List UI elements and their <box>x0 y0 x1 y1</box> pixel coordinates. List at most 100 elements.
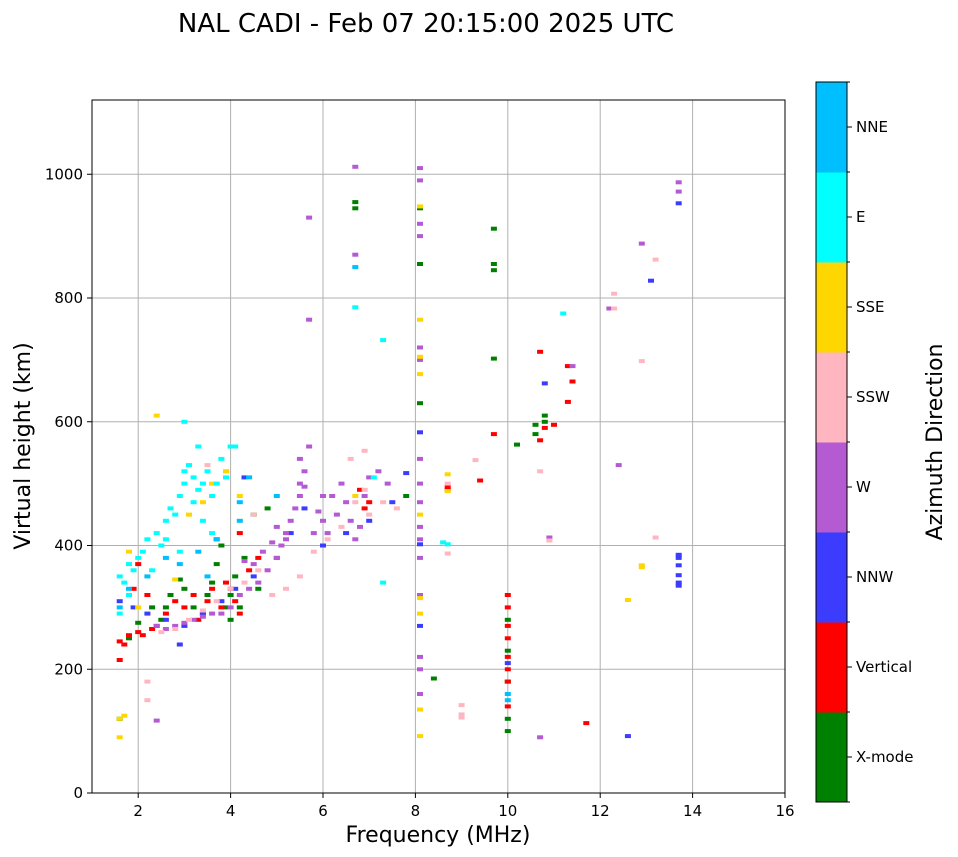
data-point-vertical <box>236 531 243 536</box>
data-point-ssw <box>324 537 331 542</box>
data-point-vertical <box>504 704 511 709</box>
colorbar-segment-w <box>816 442 847 533</box>
data-point-x-mode <box>504 716 511 721</box>
colorbar-label: Azimuth Direction <box>923 343 948 540</box>
data-point-e <box>440 540 447 545</box>
data-point-w <box>153 718 160 723</box>
data-point-ssw <box>652 257 659 262</box>
data-point-nne <box>246 475 253 480</box>
data-point-vertical <box>236 611 243 616</box>
data-point-sse <box>417 204 423 209</box>
data-point-e <box>176 494 183 498</box>
data-point-e <box>190 500 197 505</box>
data-point-nnw <box>181 623 188 628</box>
data-point-w <box>352 252 359 257</box>
data-point-vertical <box>504 636 511 641</box>
data-point-e <box>186 463 192 468</box>
data-point-ssw <box>310 549 317 554</box>
colorbar-tick-label: NNW <box>856 568 893 586</box>
data-point-ssw <box>255 568 262 573</box>
colorbar-tick-label: Vertical <box>856 658 912 676</box>
data-point-e <box>199 481 206 486</box>
x-tick-label: 12 <box>591 802 610 820</box>
data-point-ssw <box>546 538 553 543</box>
data-point-x-mode <box>218 543 225 548</box>
data-point-x-mode <box>223 605 229 610</box>
data-point-nnw <box>389 500 396 505</box>
data-point-nne <box>236 500 243 505</box>
data-point-vertical <box>218 605 225 610</box>
data-point-e <box>218 456 225 461</box>
data-points <box>116 164 682 740</box>
data-point-nnw <box>116 599 123 604</box>
data-point-x-mode <box>541 413 548 418</box>
data-point-w <box>537 735 544 740</box>
grid-lines <box>92 100 786 794</box>
data-point-ssw <box>444 481 451 486</box>
data-point-ssw <box>347 456 354 461</box>
data-point-x-mode <box>532 422 539 427</box>
data-point-x-mode <box>135 620 142 625</box>
data-point-nne <box>504 698 511 703</box>
data-point-ssw <box>537 469 544 474</box>
data-point-e <box>190 475 197 480</box>
data-point-w <box>246 586 253 591</box>
data-point-nne <box>352 265 359 270</box>
colorbar-segment-vertical <box>816 622 847 713</box>
data-point-e <box>167 506 174 511</box>
data-point-ssw <box>652 535 659 540</box>
data-point-ssw <box>458 712 465 717</box>
data-point-sse <box>417 596 423 601</box>
data-point-vertical <box>135 630 142 635</box>
data-point-w <box>259 549 266 554</box>
data-point-w <box>301 469 308 474</box>
data-point-w <box>417 654 423 659</box>
data-point-nnw <box>301 506 308 511</box>
y-tick-label: 800 <box>54 289 83 307</box>
data-point-w <box>343 500 350 505</box>
data-point-nnw <box>403 471 410 476</box>
data-point-ssw <box>213 599 220 604</box>
data-point-nnw <box>504 661 511 666</box>
data-point-sse <box>417 707 423 712</box>
data-point-nnw <box>162 617 169 622</box>
data-point-x-mode <box>232 574 239 579</box>
data-point-vertical <box>541 425 548 430</box>
data-point-e <box>116 574 123 579</box>
data-point-ssw <box>204 463 211 468</box>
data-point-w <box>236 593 243 597</box>
data-point-vertical <box>209 586 216 591</box>
data-point-sse <box>153 413 160 418</box>
data-point-e <box>560 311 567 316</box>
data-point-sse <box>417 512 423 517</box>
data-point-nnw <box>232 586 239 591</box>
data-point-w <box>384 481 391 486</box>
data-point-nnw <box>218 599 225 604</box>
data-point-x-mode <box>541 419 548 424</box>
data-point-e <box>209 531 216 536</box>
data-point-sse <box>223 469 229 474</box>
data-point-w <box>417 537 423 542</box>
colorbar-tick-label: NNE <box>856 118 888 136</box>
data-point-nnw <box>287 531 294 536</box>
data-point-w <box>172 623 179 628</box>
colorbar-tick-label: E <box>856 208 865 226</box>
x-axis-ticks: 2 4 6 8 10 12 14 16 <box>133 793 795 820</box>
data-point-x-mode <box>490 356 497 361</box>
data-point-e <box>176 549 183 554</box>
data-point-sse <box>417 734 423 739</box>
data-point-vertical <box>537 438 544 443</box>
data-point-sse <box>624 598 631 602</box>
data-point-e <box>209 494 216 498</box>
data-point-e <box>213 481 220 486</box>
data-point-x-mode <box>190 605 197 610</box>
data-point-e <box>181 419 188 424</box>
data-point-w <box>417 555 423 560</box>
data-point-e <box>135 555 142 560</box>
data-point-e <box>195 487 202 492</box>
x-axis-label: Frequency (MHz) <box>346 823 531 848</box>
data-point-vertical <box>564 364 571 369</box>
data-point-x-mode <box>504 648 511 653</box>
data-point-x-mode <box>490 226 497 231</box>
data-point-vertical <box>504 623 511 628</box>
